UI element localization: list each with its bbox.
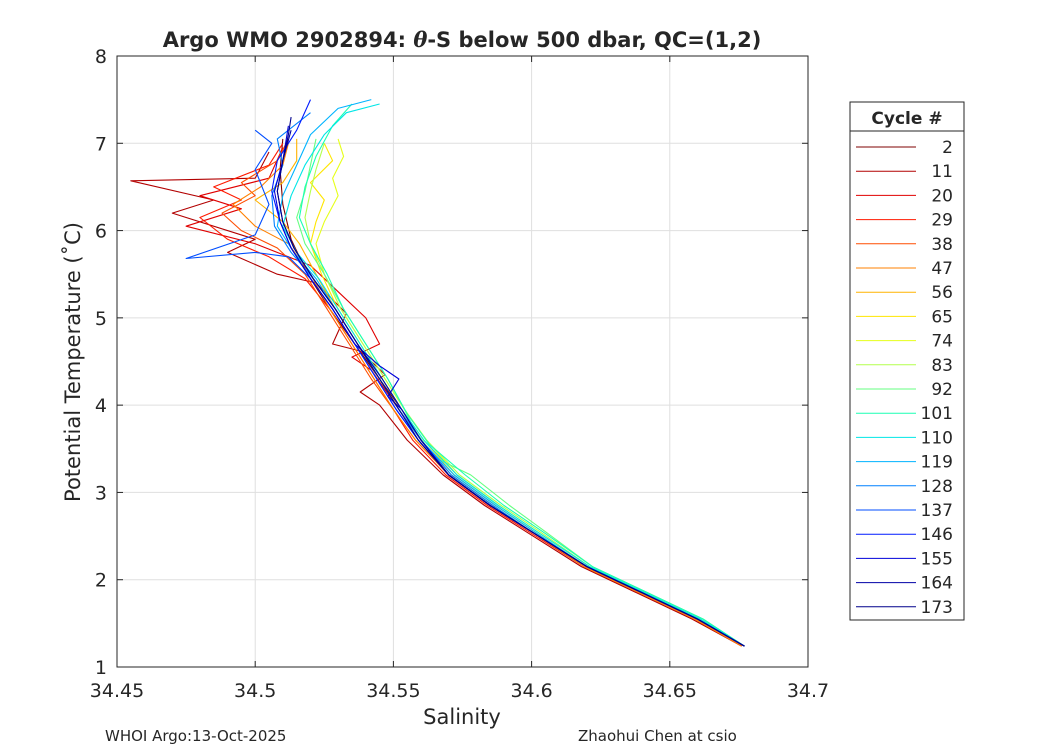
y-tick-label: 5	[95, 308, 107, 330]
series-line-cycle-110	[282, 103, 745, 647]
legend-label-cycle-2: 2	[942, 138, 953, 158]
legend-label-cycle-128: 128	[921, 477, 953, 497]
legend-label-cycle-29: 29	[931, 211, 953, 231]
legend-label-cycle-101: 101	[921, 404, 953, 424]
legend-label-cycle-110: 110	[921, 428, 953, 448]
y-tick-label: 1	[95, 657, 107, 679]
legend-box	[849, 101, 965, 621]
legend-label-cycle-146: 146	[921, 525, 953, 545]
legend-label-cycle-74: 74	[931, 332, 953, 352]
series-layer	[130, 99, 745, 647]
axes-frame	[116, 55, 809, 668]
x-axis-label: Salinity	[423, 705, 501, 729]
legend-label-cycle-20: 20	[931, 186, 953, 206]
footer-right: Zhaohui Chen at csio	[578, 727, 737, 745]
series-line-cycle-173	[276, 117, 745, 647]
x-tick-label: 34.7	[787, 680, 829, 702]
series-line-cycle-101	[298, 103, 745, 647]
legend: Cycle # 2 11 20 29 38 47 56 65 74 83 92 101 110 119 12…	[849, 101, 965, 621]
legend-title: Cycle #	[871, 109, 942, 129]
x-tick-labels: 34.45 34.5 34.55 34.6 34.65 34.7	[90, 680, 829, 702]
legend-label-cycle-11: 11	[931, 162, 953, 182]
legend-label-cycle-47: 47	[931, 259, 953, 279]
legend-label-cycle-92: 92	[931, 380, 953, 400]
legend-label-cycle-155: 155	[921, 549, 953, 569]
y-tick-label: 3	[95, 482, 107, 504]
y-axis-label: Potential Temperature (˚C)	[61, 222, 85, 502]
y-tick-label: 2	[95, 570, 107, 592]
x-tick-label: 34.55	[366, 680, 420, 702]
x-tick-label: 34.5	[234, 680, 276, 702]
y-tick-labels: 1 2 3 4 5 6 7 8	[95, 46, 107, 679]
legend-label-cycle-83: 83	[931, 356, 953, 376]
legend-label-cycle-119: 119	[921, 453, 953, 473]
y-tick-label: 8	[95, 46, 107, 68]
x-tick-label: 34.6	[510, 680, 552, 702]
legend-label-cycle-56: 56	[931, 283, 953, 303]
series-line-cycle-47	[232, 143, 742, 647]
footer-left: WHOI Argo:13-Oct-2025	[105, 727, 286, 745]
y-tick-label: 6	[95, 221, 107, 243]
y-tick-label: 7	[95, 133, 107, 155]
y-tick-label: 4	[95, 395, 107, 417]
grid	[116, 55, 809, 668]
plot-area	[117, 56, 808, 667]
legend-label-cycle-173: 173	[921, 598, 953, 618]
legend-label-cycle-164: 164	[921, 574, 953, 594]
chart-title: Argo WMO 2902894: θ-S below 500 dbar, QC…	[163, 27, 762, 52]
legend-label-cycle-65: 65	[931, 307, 953, 327]
legend-items: 2 11 20 29 38 47 56 65 74 83 92 101 110 119 128 137 146 1…	[856, 138, 953, 618]
x-tick-label: 34.65	[643, 680, 697, 702]
series-line-cycle-11	[130, 151, 742, 647]
x-tick-label: 34.45	[90, 680, 144, 702]
legend-label-cycle-38: 38	[931, 235, 953, 255]
legend-label-cycle-137: 137	[921, 501, 953, 521]
